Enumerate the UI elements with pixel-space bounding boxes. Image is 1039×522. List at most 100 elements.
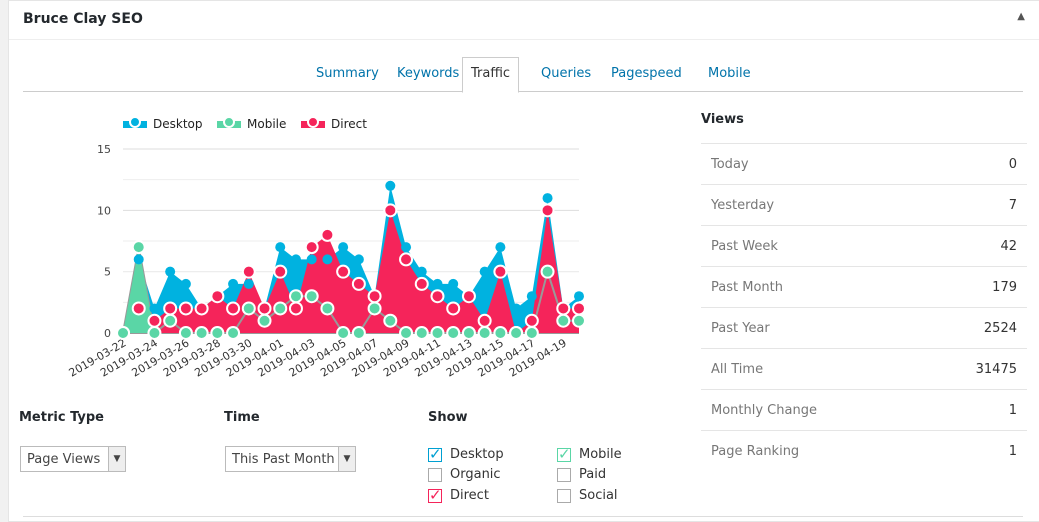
checkbox-paid[interactable]: Paid	[557, 467, 606, 482]
y-tick-label: 0	[104, 327, 111, 340]
checkbox-desktop[interactable]: ✓ Desktop	[428, 444, 504, 463]
chevron-down-icon: ▼	[338, 447, 355, 471]
data-point-direct	[147, 313, 162, 328]
data-point-direct	[178, 301, 193, 316]
views-row-value: 1	[1008, 443, 1017, 459]
checkbox-direct[interactable]: ✓ Direct	[428, 485, 489, 504]
views-row-value: 2524	[983, 320, 1017, 336]
data-point-direct	[257, 301, 272, 316]
legend-label: Direct	[331, 117, 367, 131]
checkbox-organic[interactable]: Organic	[428, 467, 501, 482]
data-point-mobile	[210, 326, 225, 340]
data-point-mobile	[147, 326, 162, 340]
data-point-direct	[320, 227, 335, 242]
data-point-desktop	[228, 278, 239, 289]
tab-keywords[interactable]: Keywords	[397, 66, 460, 81]
data-point-direct	[446, 301, 461, 316]
data-point-mobile	[509, 326, 524, 340]
data-point-mobile	[273, 301, 288, 316]
data-point-desktop	[526, 291, 537, 302]
tab-traffic[interactable]: Traffic	[462, 57, 520, 93]
data-point-desktop	[574, 291, 584, 302]
data-point-mobile	[178, 326, 193, 340]
checkbox-box[interactable]	[557, 488, 571, 503]
data-point-mobile	[446, 326, 461, 340]
data-point-direct	[194, 301, 209, 316]
data-point-desktop	[511, 303, 522, 314]
views-row: Past Month 179	[701, 266, 1027, 307]
views-row: Today 0	[701, 143, 1027, 184]
data-point-mobile	[414, 326, 429, 340]
checkbox-label: Paid	[579, 467, 607, 482]
data-point-direct	[399, 252, 414, 267]
tab-bar: Summary Keywords Traffic Queries Pagespe…	[23, 57, 1023, 93]
views-row: Past Week 42	[701, 225, 1027, 266]
data-point-desktop	[133, 254, 144, 265]
data-point-mobile	[194, 326, 209, 340]
views-row-value: 31475	[975, 361, 1017, 377]
data-point-desktop	[338, 242, 349, 253]
data-point-direct	[131, 301, 146, 316]
data-point-desktop	[479, 266, 490, 277]
data-point-mobile	[477, 326, 492, 340]
views-table: Views Today 0 Yesterday 7 Past Week 42 Past Mo…	[701, 109, 1027, 471]
data-point-direct	[524, 313, 539, 328]
checkbox-label: Organic	[450, 467, 501, 482]
tab-queries[interactable]: Queries	[541, 66, 592, 81]
views-row-label: Today	[711, 156, 749, 172]
data-point-direct	[430, 289, 445, 304]
data-point-mobile	[116, 326, 130, 340]
data-point-direct	[351, 276, 366, 291]
data-point-desktop	[385, 180, 396, 191]
checkbox-box[interactable]	[557, 467, 571, 482]
views-row-label: Monthly Change	[711, 402, 817, 418]
data-point-direct	[556, 301, 571, 316]
tab-summary[interactable]: Summary	[316, 66, 379, 81]
data-point-desktop	[432, 278, 443, 289]
views-row-label: Yesterday	[711, 197, 775, 213]
data-point-direct	[540, 203, 555, 218]
data-point-direct	[304, 240, 319, 255]
views-row-label: Past Year	[711, 320, 770, 336]
data-point-mobile	[540, 264, 555, 279]
data-point-desktop	[353, 254, 364, 265]
data-point-mobile	[572, 313, 586, 328]
legend-marker	[129, 116, 141, 128]
data-point-desktop	[290, 254, 301, 265]
data-point-direct	[273, 264, 288, 279]
data-point-desktop	[495, 242, 506, 253]
checkbox-mobile[interactable]: ✓ Mobile	[557, 444, 622, 463]
legend-label: Mobile	[247, 117, 286, 131]
collapse-toggle-icon[interactable]: ▲	[1017, 11, 1025, 22]
checkbox-box[interactable]: ✓	[428, 444, 442, 463]
data-point-mobile	[131, 240, 146, 255]
data-point-desktop	[401, 242, 412, 253]
views-row-value: 7	[1008, 197, 1017, 213]
time-select[interactable]: This Past Month ▼	[225, 446, 356, 472]
views-row-value: 179	[992, 279, 1017, 295]
legend-label: Desktop	[153, 117, 203, 131]
data-point-desktop	[416, 266, 427, 277]
metric-type-select[interactable]: Page Views ▼	[20, 446, 126, 472]
data-point-direct	[493, 264, 508, 279]
data-point-direct	[572, 301, 586, 316]
data-point-desktop	[306, 254, 317, 265]
checkbox-social[interactable]: Social	[557, 488, 618, 503]
tab-mobile[interactable]: Mobile	[708, 66, 751, 81]
panel-header: Bruce Clay SEO ▲	[9, 1, 1039, 40]
checkbox-box[interactable]: ✓	[428, 485, 442, 504]
data-point-mobile	[461, 326, 476, 340]
views-row-label: All Time	[711, 361, 764, 377]
data-point-direct	[226, 301, 241, 316]
traffic-chart: 0510152019-03-222019-03-242019-03-262019…	[67, 116, 586, 380]
tab-pagespeed[interactable]: Pagespeed	[611, 66, 682, 81]
views-row-value: 1	[1008, 402, 1017, 418]
time-label: Time	[224, 410, 260, 425]
data-point-mobile	[257, 313, 272, 328]
checkbox-box[interactable]	[428, 467, 442, 482]
data-point-mobile	[351, 326, 366, 340]
data-point-desktop	[448, 278, 459, 289]
data-point-mobile	[241, 301, 256, 316]
checkbox-box[interactable]: ✓	[557, 444, 571, 463]
data-point-mobile	[304, 289, 319, 304]
